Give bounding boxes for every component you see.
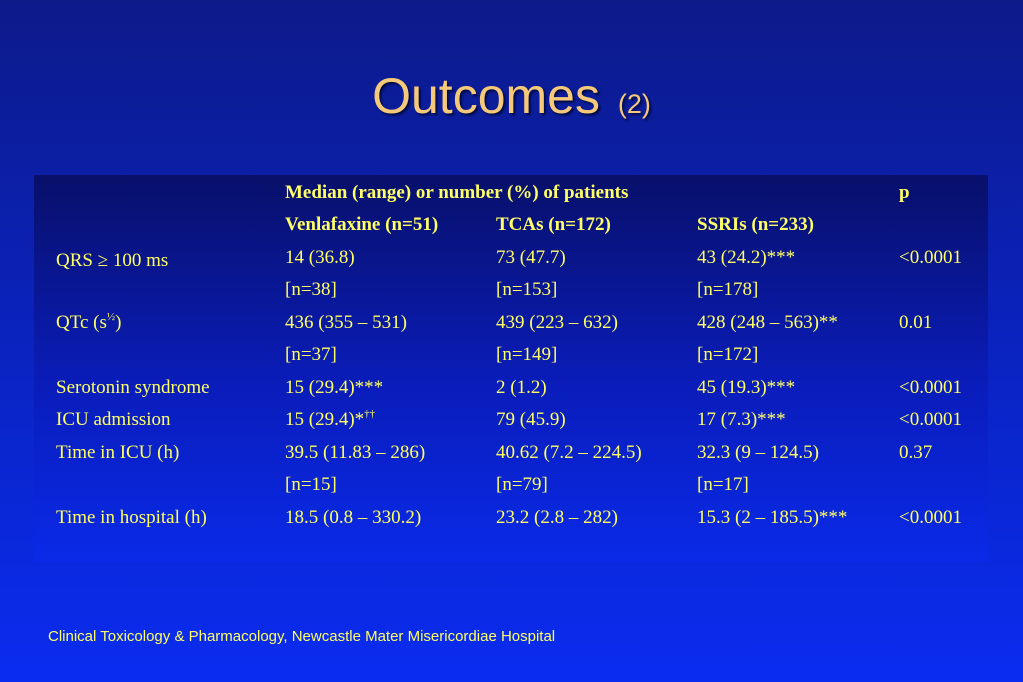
cell-ssris: 43 (24.2)*** xyxy=(697,247,796,268)
cell-venlafaxine: 39.5 (11.83 – 286) xyxy=(285,442,426,463)
cell-venlafaxine: [n=38] xyxy=(285,279,337,300)
cell-ssris: 45 (19.3)*** xyxy=(697,377,796,398)
cell-ssris: [n=172] xyxy=(697,344,759,365)
cell-p: <0.0001 xyxy=(899,377,962,398)
column-header-tcas: TCAs (n=172) xyxy=(496,214,611,235)
slide-title: Outcomes (2) xyxy=(0,64,1023,136)
cell-tcas: 40.62 (7.2 – 224.5) xyxy=(496,442,642,463)
cell-p: 0.37 xyxy=(899,442,933,463)
header-median-range: Median (range) or number (%) of patients xyxy=(285,182,629,203)
cell-p: 0.01 xyxy=(899,312,933,333)
cell-venlafaxine: 14 (36.8) xyxy=(285,247,355,268)
title-text: Outcomes xyxy=(372,68,600,124)
cell-venlafaxine: 18.5 (0.8 – 330.2) xyxy=(285,507,422,528)
cell-ssris: 17 (7.3)*** xyxy=(697,409,786,430)
cell-tcas: 439 (223 – 632) xyxy=(496,312,618,333)
row-label-main: QTc (s xyxy=(56,312,107,333)
cell-tcas: 79 (45.9) xyxy=(496,409,566,430)
table-header-row: Median (range) or number (%) of patients… xyxy=(34,177,988,209)
cell-venlafaxine: [n=37] xyxy=(285,344,337,365)
cell-ssris: [n=17] xyxy=(697,474,749,495)
table-row: [n=38] [n=153] [n=178] xyxy=(34,274,988,306)
row-label: QRS ≥ 100 ms xyxy=(56,250,169,271)
row-label: Serotonin syndrome xyxy=(56,377,210,398)
cell-p: <0.0001 xyxy=(899,409,962,430)
table-row: Time in ICU (h) 39.5 (11.83 – 286) 40.62… xyxy=(34,437,988,469)
column-header-ssris: SSRIs (n=233) xyxy=(697,214,814,235)
row-label: QTc (s½) xyxy=(56,307,121,339)
cell-venlafaxine: 15 (29.4)*** xyxy=(285,377,384,398)
cell-venlafaxine: 15 (29.4)*†† xyxy=(285,404,375,436)
row-label-end: ) xyxy=(115,312,122,333)
cell-tcas: 23.2 (2.8 – 282) xyxy=(496,507,618,528)
cell-tcas: [n=79] xyxy=(496,474,548,495)
outcomes-table: Median (range) or number (%) of patients… xyxy=(34,175,988,562)
row-label: ICU admission xyxy=(56,409,171,430)
cell-tcas: 2 (1.2) xyxy=(496,377,547,398)
table-column-header-row: Venlafaxine (n=51) TCAs (n=172) SSRIs (n… xyxy=(34,209,988,241)
cell-venlafaxine: [n=15] xyxy=(285,474,337,495)
cell-p: <0.0001 xyxy=(899,507,962,528)
table-row: QTc (s½) 436 (355 – 531) 439 (223 – 632)… xyxy=(34,307,988,339)
title-suffix: (2) xyxy=(617,89,651,119)
cell-p: <0.0001 xyxy=(899,247,962,268)
row-label: Time in ICU (h) xyxy=(56,442,180,463)
table-row: Serotonin syndrome 15 (29.4)*** 2 (1.2) … xyxy=(34,372,988,404)
cell-ssris: 428 (248 – 563)** xyxy=(697,312,838,333)
cell-tcas: 73 (47.7) xyxy=(496,247,566,268)
cell-tcas: [n=153] xyxy=(496,279,558,300)
table-row: ICU admission 15 (29.4)*†† 79 (45.9) 17 … xyxy=(34,404,988,436)
cell-ssris: 15.3 (2 – 185.5)*** xyxy=(697,507,848,528)
row-label: Time in hospital (h) xyxy=(56,507,207,528)
table-row: [n=37] [n=149] [n=172] xyxy=(34,339,988,371)
table-row: [n=15] [n=79] [n=17] xyxy=(34,469,988,501)
cell-tcas: [n=149] xyxy=(496,344,558,365)
dagger-superscript: †† xyxy=(364,408,376,420)
table-row: QRS ≥ 100 ms 14 (36.8) 73 (47.7) 43 (24.… xyxy=(34,242,988,274)
header-p: p xyxy=(899,182,910,203)
cell-ssris: 32.3 (9 – 124.5) xyxy=(697,442,819,463)
cell-ssris: [n=178] xyxy=(697,279,759,300)
row-label-superscript: ½ xyxy=(106,311,116,323)
table-row: Time in hospital (h) 18.5 (0.8 – 330.2) … xyxy=(34,502,988,534)
cell-venlafaxine: 436 (355 – 531) xyxy=(285,312,407,333)
cell-value: 15 (29.4)* xyxy=(285,409,365,430)
slide-footer: Clinical Toxicology & Pharmacology, Newc… xyxy=(48,628,556,645)
column-header-venlafaxine: Venlafaxine (n=51) xyxy=(285,214,439,235)
